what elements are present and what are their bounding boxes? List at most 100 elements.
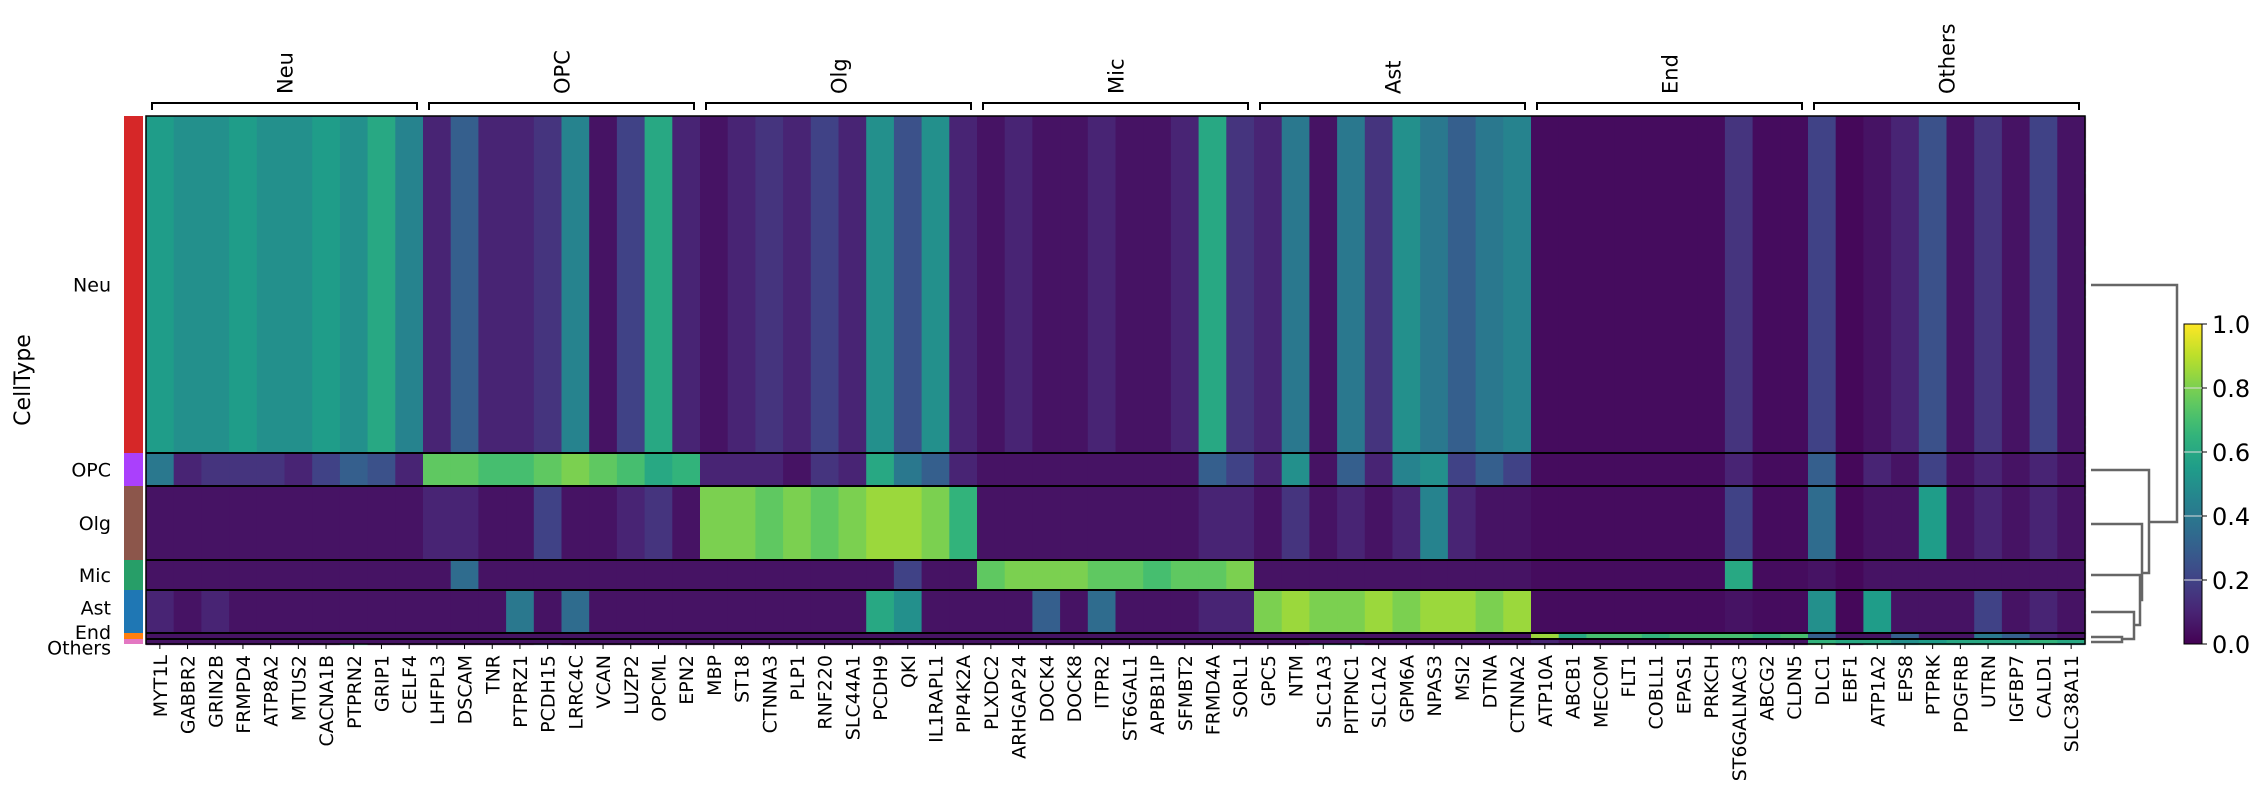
gene-label: SLC44A1 bbox=[842, 655, 864, 740]
heatmap-cell bbox=[1087, 486, 1116, 560]
heatmap-frame bbox=[145, 115, 2086, 645]
heatmap-cell bbox=[1226, 639, 1255, 644]
heatmap-cell bbox=[644, 639, 673, 644]
heatmap-cell bbox=[256, 639, 285, 644]
heatmap-cell bbox=[810, 633, 839, 639]
colorbar: 0.0 0.2 0.4 0.6 0.8 1.0 bbox=[2183, 311, 2250, 659]
heatmap-cell bbox=[1586, 560, 1615, 590]
heatmap-cell bbox=[395, 116, 424, 453]
heatmap-cell bbox=[533, 116, 562, 453]
heatmap-cell bbox=[1558, 633, 1587, 639]
heatmap-cell bbox=[1586, 486, 1615, 560]
heatmap-cell bbox=[672, 590, 701, 633]
heatmap-cell bbox=[977, 590, 1006, 633]
heatmap-cell bbox=[1974, 486, 2003, 560]
heatmap-cell bbox=[1392, 486, 1421, 560]
heatmap-cell bbox=[201, 453, 230, 486]
heatmap-cell bbox=[2057, 486, 2086, 560]
heatmap-cell bbox=[284, 560, 313, 590]
heatmap-cell bbox=[339, 486, 369, 560]
heatmap-cell bbox=[1641, 633, 1670, 639]
heatmap-cell bbox=[1198, 560, 1227, 590]
group-label: End bbox=[1659, 54, 1683, 94]
heatmap-cell bbox=[1115, 453, 1144, 486]
celltype-color-neu bbox=[124, 116, 143, 453]
heatmap-cell bbox=[1475, 453, 1504, 486]
heatmap-cell bbox=[866, 639, 895, 644]
heatmap-cell bbox=[1115, 116, 1144, 453]
heatmap-cell bbox=[1724, 590, 1754, 633]
heatmap-cell bbox=[1780, 590, 1809, 633]
heatmap-cell bbox=[1641, 639, 1670, 644]
celltype-color-ast bbox=[124, 590, 143, 633]
heatmap-cell bbox=[1558, 486, 1587, 560]
heatmap-cell bbox=[1447, 633, 1477, 639]
gene-label: ATP8A2 bbox=[261, 655, 283, 727]
gene-label: MSI2 bbox=[1452, 655, 1474, 701]
gene-label: EPS8 bbox=[1895, 655, 1917, 703]
gene-label: LHFPL3 bbox=[427, 655, 449, 725]
heatmap-cell bbox=[2057, 116, 2086, 453]
heatmap-cell bbox=[506, 453, 535, 486]
heatmap-cell bbox=[1032, 633, 1061, 639]
heatmap-cell bbox=[700, 560, 729, 590]
gene-label: GRIP1 bbox=[371, 655, 393, 712]
heatmap-cell bbox=[727, 639, 756, 644]
heatmap-cell bbox=[977, 633, 1006, 639]
celltype-label: Mic bbox=[79, 565, 111, 587]
heatmap-cell bbox=[312, 560, 341, 590]
heatmap-cell bbox=[173, 486, 202, 560]
heatmap-cell bbox=[977, 116, 1006, 453]
celltype-label: Olg bbox=[79, 513, 111, 535]
heatmap-cell bbox=[312, 453, 341, 486]
heatmap-cell bbox=[810, 639, 839, 644]
heatmap-cell bbox=[838, 590, 867, 633]
heatmap-cell bbox=[1863, 560, 1892, 590]
heatmap-cell bbox=[783, 560, 812, 590]
heatmap-cell bbox=[1863, 453, 1892, 486]
heatmap-cell bbox=[1364, 639, 1393, 644]
heatmap-cell bbox=[1724, 453, 1754, 486]
heatmap-cell bbox=[838, 453, 867, 486]
gene-label: GPC5 bbox=[1258, 655, 1280, 707]
heatmap-cell bbox=[1254, 453, 1283, 486]
heatmap-cell bbox=[1004, 633, 1033, 639]
heatmap-cell bbox=[755, 116, 784, 453]
gene-label: SORL1 bbox=[1230, 655, 1252, 718]
heatmap-cell bbox=[1531, 486, 1560, 560]
heatmap-cell bbox=[1060, 590, 1089, 633]
heatmap-cell bbox=[1891, 116, 1920, 453]
heatmap-cell bbox=[256, 453, 285, 486]
heatmap-cell bbox=[1891, 633, 1920, 639]
heatmap-cell bbox=[1447, 453, 1477, 486]
heatmap-cell bbox=[339, 590, 369, 633]
colorbar-tick-label: 0.0 bbox=[2212, 631, 2250, 659]
heatmap-cell bbox=[893, 486, 923, 560]
group-bracket bbox=[705, 102, 972, 110]
heatmap-cell bbox=[506, 590, 535, 633]
heatmap-cell bbox=[1697, 590, 1726, 633]
colorbar-tick-label: 0.2 bbox=[2212, 567, 2250, 595]
heatmap-cell bbox=[672, 116, 701, 453]
heatmap-cell bbox=[1558, 639, 1587, 644]
heatmap-cell bbox=[1143, 560, 1172, 590]
heatmap-cell bbox=[1697, 486, 1726, 560]
heatmap-cell bbox=[1060, 116, 1089, 453]
heatmap-cell bbox=[1226, 486, 1255, 560]
heatmap-cell bbox=[755, 639, 784, 644]
heatmap-cell bbox=[866, 560, 895, 590]
heatmap-cell bbox=[395, 590, 424, 633]
heatmap-cell bbox=[1198, 116, 1227, 453]
heatmap-cell bbox=[1143, 590, 1172, 633]
heatmap-cell bbox=[783, 639, 812, 644]
gene-label: EBF1 bbox=[1840, 655, 1862, 703]
heatmap-cell bbox=[949, 633, 978, 639]
heatmap-cell bbox=[755, 590, 784, 633]
heatmap-cell bbox=[284, 590, 313, 633]
heatmap-cell bbox=[1170, 453, 1200, 486]
celltype-color-olg bbox=[124, 486, 143, 560]
heatmap-cell bbox=[1891, 639, 1920, 644]
heatmap-cell bbox=[1752, 453, 1781, 486]
heatmap-cell bbox=[1198, 590, 1227, 633]
